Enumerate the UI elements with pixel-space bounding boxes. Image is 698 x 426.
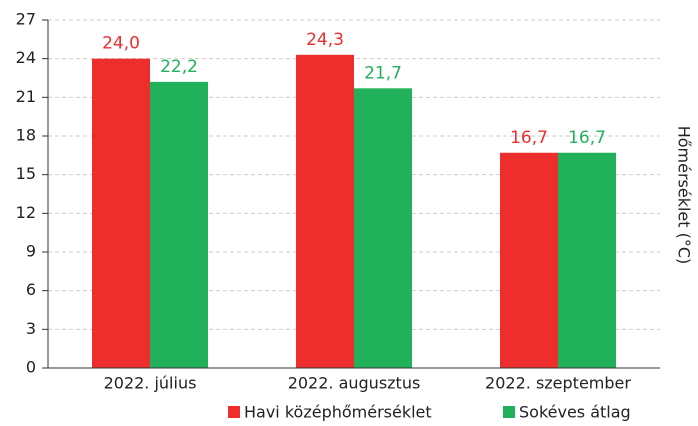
data-label: 21,7 xyxy=(364,63,402,83)
data-label: 24,0 xyxy=(102,34,140,54)
bar xyxy=(150,81,208,368)
y-tick-label: 6 xyxy=(26,280,36,299)
data-label: 22,2 xyxy=(160,57,198,77)
y-tick-label: 3 xyxy=(26,319,36,338)
y-tick-label: 12 xyxy=(16,203,36,222)
x-tick-label: 2022. július xyxy=(104,374,197,393)
bar xyxy=(296,54,354,369)
y-tick-label: 21 xyxy=(16,87,36,106)
x-tick-label: 2022. augusztus xyxy=(288,374,421,393)
legend-swatch xyxy=(503,406,515,418)
legend-swatch xyxy=(228,406,240,418)
y-axis-label: Hőmérséklet (°C) xyxy=(675,126,694,265)
bar xyxy=(558,152,616,368)
bar xyxy=(354,88,412,369)
legend-label: Sokéves átlag xyxy=(519,403,631,422)
y-tick-label: 27 xyxy=(16,10,36,29)
x-tick-label: 2022. szeptember xyxy=(485,374,631,393)
data-label: 24,3 xyxy=(306,30,344,50)
y-tick-label: 0 xyxy=(26,358,36,377)
data-label: 16,7 xyxy=(568,128,606,148)
legend-label: Havi középhőmérséklet xyxy=(244,403,432,422)
y-tick-label: 9 xyxy=(26,242,36,261)
y-tick-label: 18 xyxy=(16,126,36,145)
y-tick-label: 24 xyxy=(16,48,36,67)
bar xyxy=(500,152,558,368)
data-label: 16,7 xyxy=(510,128,548,148)
bar xyxy=(92,58,150,369)
y-tick-label: 15 xyxy=(16,164,36,183)
